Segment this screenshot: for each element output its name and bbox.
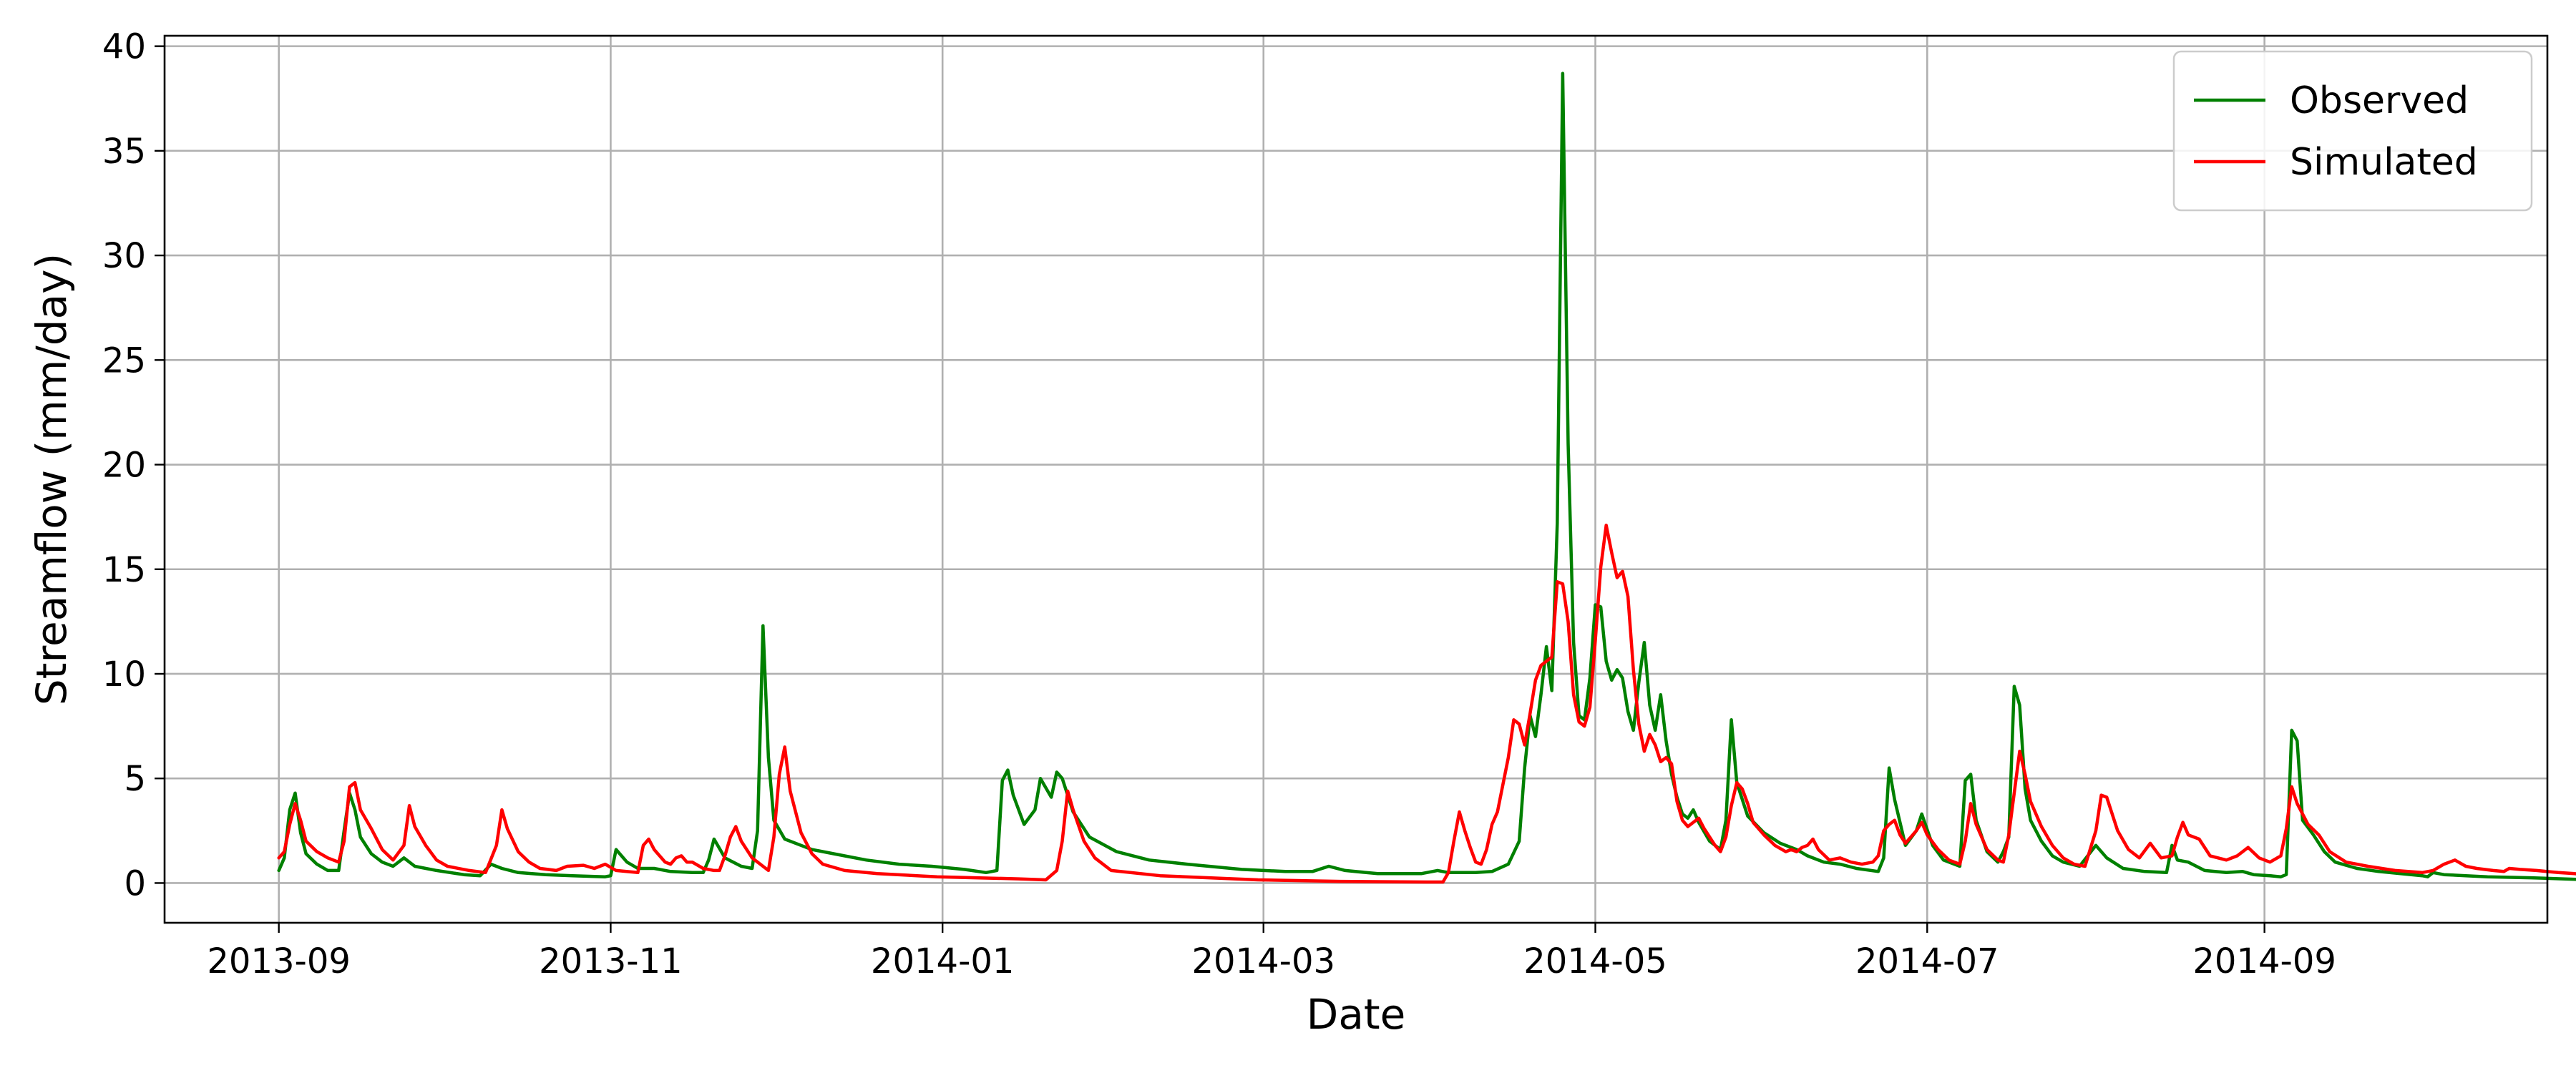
x-tick-label: 2014-01 xyxy=(871,941,1015,981)
y-tick-label: 10 xyxy=(102,655,146,695)
y-tick-label: 30 xyxy=(102,236,146,276)
y-tick-label: 40 xyxy=(102,27,146,67)
x-tick-label: 2013-11 xyxy=(539,941,683,981)
axis-labels: 2013-09 2013-11 2014-01 2014-03 2014-05 2014-… xyxy=(27,27,2336,1039)
y-tick-label: 5 xyxy=(124,759,146,799)
x-tick-label: 2013-09 xyxy=(207,941,351,981)
x-tick-label: 2014-07 xyxy=(1855,941,1999,981)
x-tick-label: 2014-03 xyxy=(1191,941,1335,981)
legend-label-simulated: Simulated xyxy=(2290,141,2478,184)
series-line-observed xyxy=(277,72,2576,881)
x-tick-label: 2014-05 xyxy=(1523,941,1667,981)
grid-lines xyxy=(165,36,2547,923)
y-tick-label: 25 xyxy=(102,340,146,381)
axis-ticks xyxy=(155,45,2265,933)
y-tick-label: 15 xyxy=(102,550,146,590)
y-axis-title: Streamflow (mm/day) xyxy=(27,253,76,705)
series-lines xyxy=(277,72,2576,884)
legend-label-observed: Observed xyxy=(2290,79,2469,122)
x-tick-label: 2014-09 xyxy=(2192,941,2336,981)
plot-frame xyxy=(163,34,2549,924)
y-tick-label: 35 xyxy=(102,132,146,172)
legend: Observed Simulated xyxy=(2172,50,2533,212)
y-tick-label: 20 xyxy=(102,446,146,486)
legend-box xyxy=(2172,50,2533,212)
x-axis-title: Date xyxy=(1307,990,1406,1039)
series-line-simulated xyxy=(277,524,2576,884)
y-tick-label: 0 xyxy=(124,863,146,903)
